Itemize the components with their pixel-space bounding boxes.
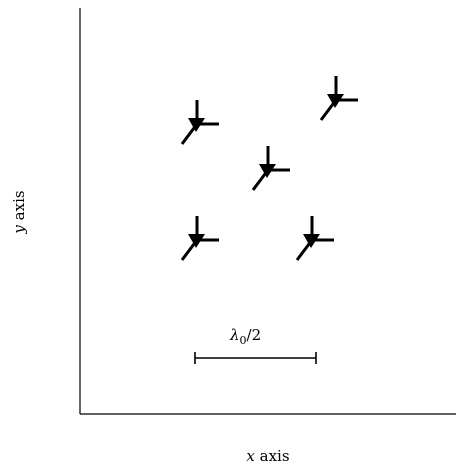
y-axis-label: y axis xyxy=(10,190,28,234)
tripod-top-left xyxy=(182,100,219,144)
tripod-elements xyxy=(182,76,358,260)
tripod-bottom-right xyxy=(297,216,334,260)
tripod-center xyxy=(253,146,290,190)
tripod-top-right xyxy=(321,76,358,120)
scale-bar-lambda: λ xyxy=(229,326,240,344)
scale-bar xyxy=(195,352,316,364)
y-axis-word: axis xyxy=(10,190,28,225)
scale-bar-suffix: /2 xyxy=(247,326,262,344)
scale-bar-subscript: 0 xyxy=(240,334,247,347)
scale-bar-label: λ0/2 xyxy=(229,326,261,347)
x-axis-label: x axis xyxy=(246,447,289,465)
tripod-bottom-left xyxy=(182,216,219,260)
x-axis-word: axis xyxy=(255,447,290,465)
